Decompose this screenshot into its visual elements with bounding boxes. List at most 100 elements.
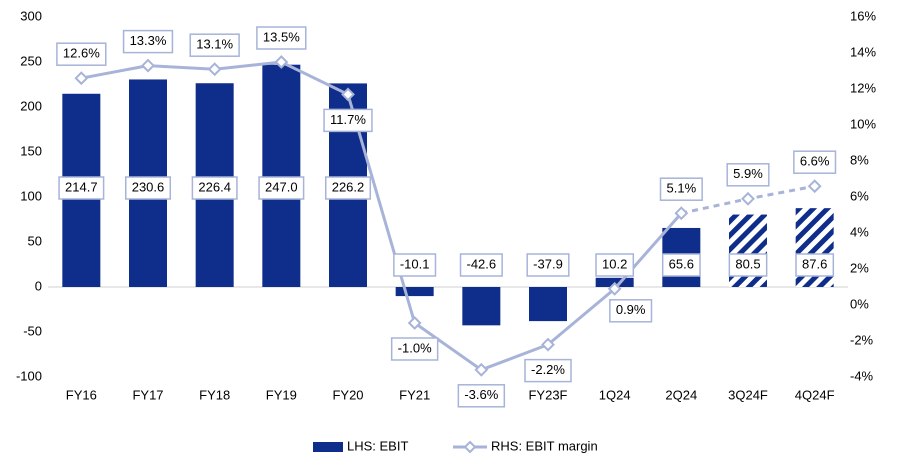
line-label-box xyxy=(726,163,770,187)
line-marker xyxy=(474,362,489,377)
bar-label-box xyxy=(795,253,835,277)
bar xyxy=(529,287,567,322)
x-tick-label: 4Q24F xyxy=(795,387,835,402)
y-tick-label: 50 xyxy=(28,233,42,248)
bar-label-text: -42.6 xyxy=(467,256,497,271)
line-label-text: 11.7% xyxy=(330,112,366,127)
y2-tick-label: 6% xyxy=(850,188,869,203)
bar-label-text: 226.2 xyxy=(332,179,365,194)
bar-label-box xyxy=(393,253,437,277)
bar-label-box xyxy=(459,253,503,277)
x-tick-label: FY16 xyxy=(66,387,97,402)
y-tick-label: -100 xyxy=(16,368,42,383)
bar xyxy=(462,287,501,326)
line-label-box xyxy=(609,299,653,323)
bar-label-text: 80.5 xyxy=(735,256,760,271)
line-label-box xyxy=(122,29,174,54)
line-marker xyxy=(341,87,355,102)
y2-tick-label: 2% xyxy=(850,260,869,275)
bar-label-box xyxy=(324,176,372,200)
y-tick-label: 150 xyxy=(20,143,42,158)
bar-label-text: 65.6 xyxy=(669,256,694,271)
x-tick-label: 1Q24 xyxy=(599,387,631,402)
y-tick-label: 100 xyxy=(20,188,42,203)
line-label-text: 5.1% xyxy=(667,181,697,196)
y2-tick-label: -2% xyxy=(850,332,874,347)
line-label-text: 12.6% xyxy=(63,46,100,61)
x-tick-label: 3Q24F xyxy=(728,387,768,402)
bar-label: 214.7 xyxy=(58,176,105,200)
line-label: 13.3% xyxy=(122,29,174,54)
bar-label: -42.6 xyxy=(459,253,503,277)
line-label-box xyxy=(659,177,703,201)
line-marker xyxy=(141,58,155,73)
line-label-box xyxy=(56,42,107,66)
bar-label-box xyxy=(258,176,305,200)
bar-label-box xyxy=(595,253,635,277)
line-label: -3.6% xyxy=(457,384,506,408)
bar-label-text: 230.6 xyxy=(132,179,165,194)
y2-tick-label: 12% xyxy=(850,80,876,95)
bar-label: 230.6 xyxy=(124,176,172,200)
legend-label: RHS: EBIT margin xyxy=(491,438,598,453)
line-label: 12.6% xyxy=(56,42,107,66)
line-label-text: -2.2% xyxy=(531,362,565,377)
line-marker xyxy=(674,206,689,221)
line-label: 6.6% xyxy=(793,150,837,174)
legend-swatch-marker xyxy=(463,440,477,454)
bar-label: -10.1 xyxy=(393,253,437,277)
line-label-text: -1.0% xyxy=(398,340,432,355)
line-label-box xyxy=(793,150,837,174)
x-tick-label: FY19 xyxy=(266,387,297,402)
line-label-text: 0.9% xyxy=(616,302,646,317)
bar-label-text: -37.9 xyxy=(533,256,563,271)
y-tick-label: 300 xyxy=(20,8,42,23)
line-label: -2.2% xyxy=(524,358,572,383)
bar-label-text: 10.2 xyxy=(602,256,627,271)
y-tick-label: 250 xyxy=(20,53,42,68)
bar-label-box xyxy=(728,253,768,277)
line-marker xyxy=(74,71,89,86)
line-marker xyxy=(607,281,622,296)
line-label: 5.1% xyxy=(659,177,703,201)
legend: LHS: EBIT RHS: EBIT margin xyxy=(313,438,598,453)
line-marker xyxy=(274,55,289,69)
line-marker xyxy=(741,191,755,206)
bar-label: 226.4 xyxy=(191,176,238,200)
bar-label-box xyxy=(124,176,172,200)
x-tick-label: FY17 xyxy=(132,387,163,402)
line-marker xyxy=(207,62,222,77)
y-tick-label: 200 xyxy=(20,98,42,113)
y2-tick-label: 4% xyxy=(850,224,869,239)
bar-label-text: 87.6 xyxy=(802,256,827,271)
line-label-text: 13.1% xyxy=(196,37,233,52)
bar-label-text: -10.1 xyxy=(400,256,430,271)
line-label-box xyxy=(256,26,307,50)
bar-label: 80.5 xyxy=(728,253,768,277)
line-label-box xyxy=(390,337,439,361)
y-tick-label: -50 xyxy=(23,323,42,338)
y2-tick-label: 16% xyxy=(850,8,876,23)
bar-label: -37.9 xyxy=(526,253,570,277)
bar-label-text: 247.0 xyxy=(265,179,298,194)
line-label: 5.9% xyxy=(726,163,770,187)
bar-label: 247.0 xyxy=(258,176,305,200)
bar xyxy=(262,64,301,287)
line-label-text: 13.3% xyxy=(130,33,167,48)
bar-label: 65.6 xyxy=(661,253,701,277)
x-tick-label: FY20 xyxy=(332,387,363,402)
bar-label-text: 226.4 xyxy=(198,179,231,194)
bar-label-box xyxy=(526,253,570,277)
line-label: 13.1% xyxy=(189,33,240,57)
line-marker xyxy=(541,337,555,352)
line-label-box xyxy=(457,384,506,408)
bar-label: 226.2 xyxy=(324,176,372,200)
bar-label: 10.2 xyxy=(595,253,635,277)
x-tick-label: FY23F xyxy=(528,387,567,402)
line xyxy=(81,60,683,372)
legend-label: LHS: EBIT xyxy=(347,438,408,453)
y2-tick-label: 0% xyxy=(850,296,869,311)
line-label-text: 6.6% xyxy=(800,154,830,169)
bar-label: 87.6 xyxy=(795,253,835,277)
